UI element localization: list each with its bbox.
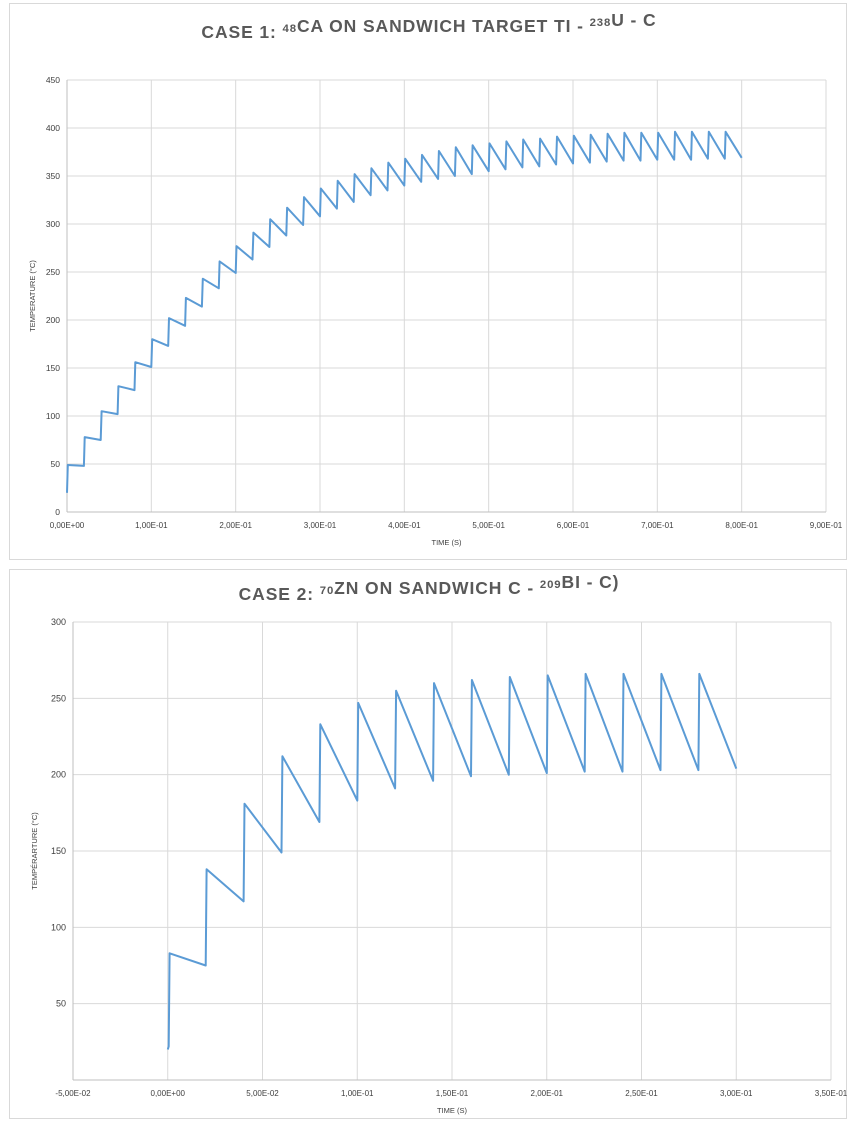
chart-1-x-axis-label: TIME (S) xyxy=(432,538,462,547)
chart-1-y-tick-label: 150 xyxy=(46,363,60,373)
chart-2-y-tick-label: 100 xyxy=(51,922,66,932)
chart-2-x-tick-label: 0,00E+00 xyxy=(151,1089,186,1098)
chart-2-x-tick-label: 1,50E-01 xyxy=(436,1089,469,1098)
chart-1-y-tick-label: 0 xyxy=(55,507,60,517)
chart-2-title-mid: ZN ON SANDWICH C - xyxy=(334,578,540,598)
chart-1-x-tick-label: 1,00E-01 xyxy=(135,521,168,530)
chart-1-title-suffix: U - C xyxy=(611,10,656,30)
chart-1-title-sup2: 238 xyxy=(590,17,612,29)
chart-1-title-sup1: 48 xyxy=(283,23,297,35)
chart-2-title-prefix: CASE 2: xyxy=(239,584,320,604)
chart-2-x-tick-label: 3,50E-01 xyxy=(815,1089,848,1098)
chart-case-1: CASE 1: 48CA ON SANDWICH TARGET TI - 238… xyxy=(28,10,843,547)
chart-2-x-axis-label: TIME (S) xyxy=(437,1106,467,1115)
chart-1-x-tick-label: 2,00E-01 xyxy=(219,521,252,530)
chart-1-y-tick-label: 200 xyxy=(46,315,60,325)
chart-1-title-mid: CA ON SANDWICH TARGET TI - xyxy=(297,16,590,36)
chart-2-title-sup1: 70 xyxy=(320,585,334,597)
chart-1-y-tick-label: 450 xyxy=(46,75,60,85)
chart-2-y-tick-label: 50 xyxy=(56,999,66,1009)
chart-1-y-tick-label: 350 xyxy=(46,171,60,181)
chart-case-2: CASE 2: 70ZN ON SANDWICH C - 209BI - C) -… xyxy=(30,572,848,1115)
chart-1-x-tick-label: 7,00E-01 xyxy=(641,521,674,530)
chart-1-y-tick-label: 50 xyxy=(51,459,61,469)
chart-1-x-tick-label: 9,00E-01 xyxy=(810,521,843,530)
chart-2-x-tick-label: 2,00E-01 xyxy=(531,1089,564,1098)
chart-2-title-suffix: BI - C) xyxy=(562,572,620,592)
chart-1-y-tick-label: 100 xyxy=(46,411,60,421)
chart-1-y-tick-label: 250 xyxy=(46,267,60,277)
chart-2-title-sup2: 209 xyxy=(540,579,562,591)
chart-2-x-tick-label: -5,00E-02 xyxy=(55,1089,91,1098)
chart-1-y-axis-label: TEMPERATURE (°C) xyxy=(28,260,37,332)
chart-1-title-prefix: CASE 1: xyxy=(201,22,282,42)
chart-1-y-tick-label: 300 xyxy=(46,219,60,229)
chart-2-x-tick-label: 3,00E-01 xyxy=(720,1089,753,1098)
chart-1-x-tick-label: 5,00E-01 xyxy=(472,521,505,530)
chart-2-y-tick-label: 200 xyxy=(51,770,66,780)
chart-2-x-tick-label: 5,00E-02 xyxy=(246,1089,279,1098)
chart-1-x-tick-label: 3,00E-01 xyxy=(304,521,337,530)
chart-2-y-tick-label: 250 xyxy=(51,693,66,703)
chart-2-x-tick-label: 1,00E-01 xyxy=(341,1089,374,1098)
chart-2-y-tick-label: 300 xyxy=(51,617,66,627)
chart-1-x-tick-label: 6,00E-01 xyxy=(557,521,590,530)
chart-2-series-line xyxy=(166,672,738,1050)
chart-2-y-tick-label: 150 xyxy=(51,846,66,856)
chart-1-y-tick-label: 400 xyxy=(46,123,60,133)
chart-2-title: CASE 2: 70ZN ON SANDWICH C - 209BI - C) xyxy=(239,572,620,604)
chart-1-x-tick-label: 8,00E-01 xyxy=(725,521,758,530)
chart-2-x-tick-label: 2,50E-01 xyxy=(625,1089,658,1098)
chart-1-x-tick-label: 0,00E+00 xyxy=(50,521,85,530)
chart-panel-case-1: CASE 1: 48CA ON SANDWICH TARGET TI - 238… xyxy=(9,3,847,560)
chart-panel-case-2: CASE 2: 70ZN ON SANDWICH C - 209BI - C) -… xyxy=(9,569,848,1119)
chart-1-x-tick-label: 4,00E-01 xyxy=(388,521,421,530)
chart-2-y-axis-label: TEMPÉRARTURE (°C) xyxy=(30,812,39,890)
chart-1-title: CASE 1: 48CA ON SANDWICH TARGET TI - 238… xyxy=(201,10,656,42)
